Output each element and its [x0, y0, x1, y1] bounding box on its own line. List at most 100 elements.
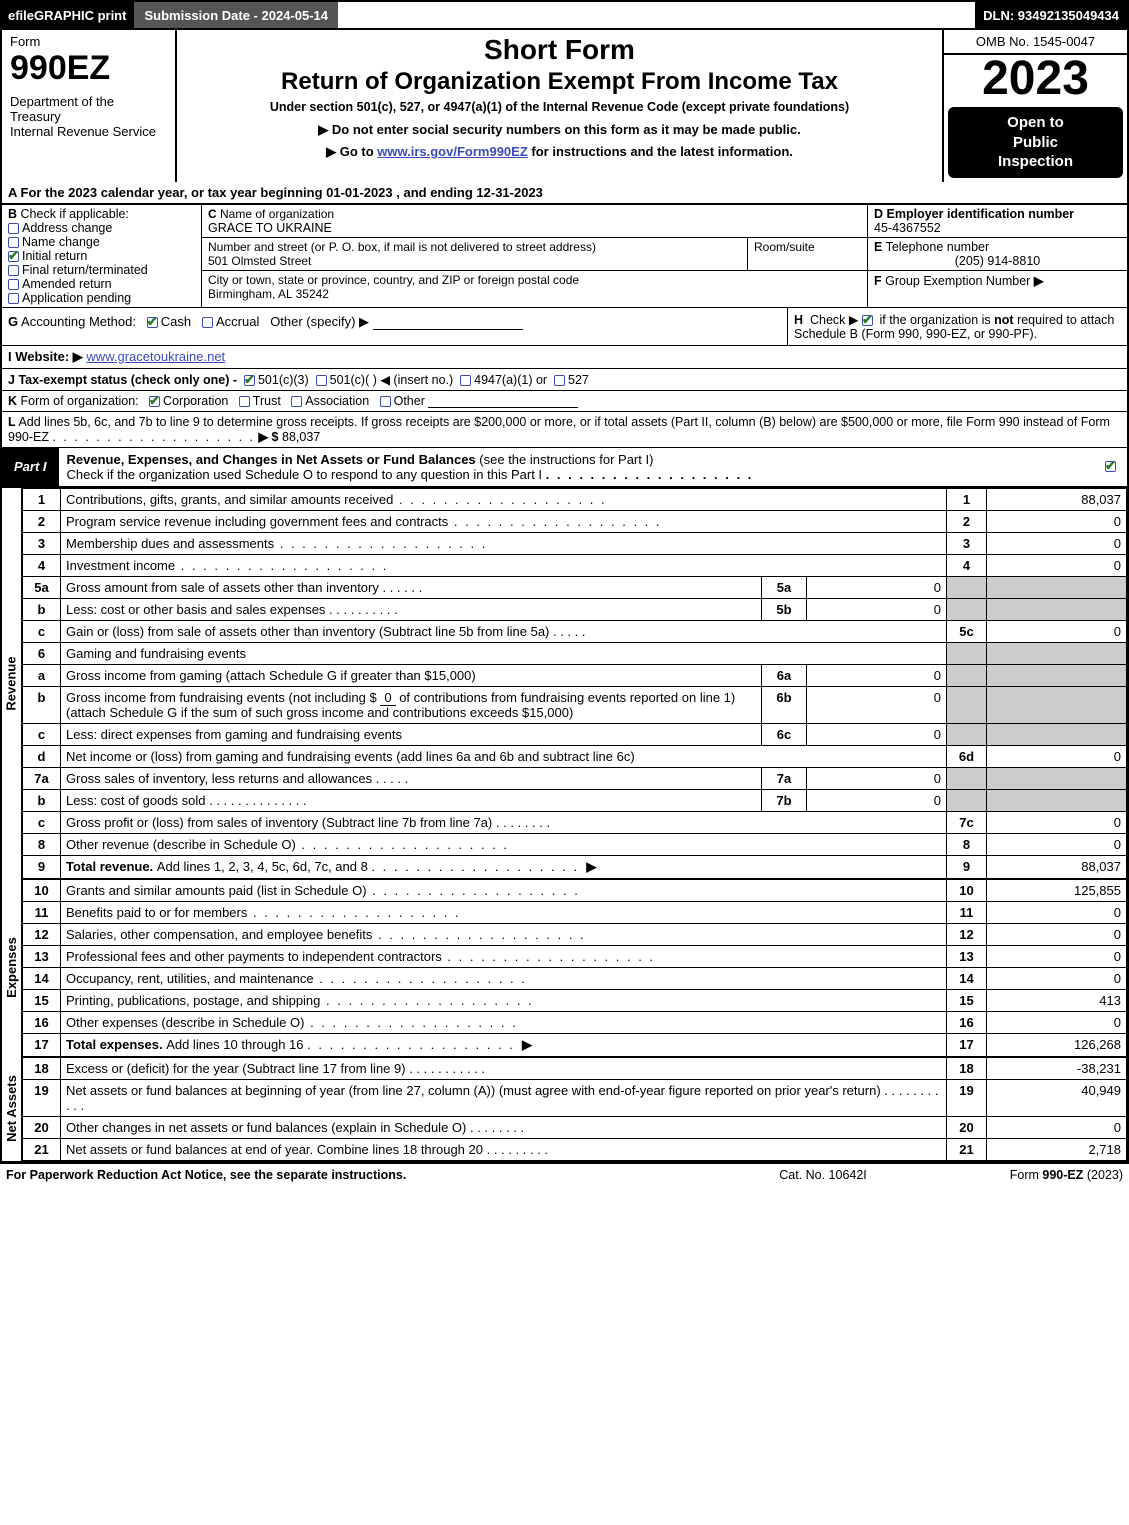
revenue-lines: 1 Contributions, gifts, grants, and simi… [22, 488, 1127, 879]
row-gh: G Accounting Method: Cash Accrual Other … [0, 307, 1129, 345]
c-label: C [208, 207, 217, 221]
line-15: 15 Printing, publications, postage, and … [23, 989, 1127, 1011]
line-5c: c Gain or (loss) from sale of assets oth… [23, 620, 1127, 642]
submission-date: Submission Date - 2024-05-14 [132, 2, 338, 28]
l-val: 88,037 [282, 430, 320, 444]
chk-corp[interactable] [149, 396, 160, 407]
l6c-shade1 [947, 723, 987, 745]
col-c: C Name of organization GRACE TO UKRAINE … [202, 205, 867, 307]
col-def: D Employer identification number 45-4367… [867, 205, 1127, 307]
j-label: J [8, 373, 15, 387]
chk-cash[interactable] [147, 317, 158, 328]
l6-n: 6 [23, 642, 61, 664]
l5b-shade2 [987, 598, 1127, 620]
l12-dots [372, 927, 585, 942]
lbl-final-return: Final return/terminated [22, 263, 148, 277]
b-checkif: Check if applicable: [21, 207, 129, 221]
chk-501c3[interactable] [244, 375, 255, 386]
l12-rn: 12 [947, 923, 987, 945]
l1-rn: 1 [947, 488, 987, 510]
chk-app-pending[interactable] [8, 293, 19, 304]
revenue-side-text: Revenue [4, 656, 19, 710]
l3-n: 3 [23, 532, 61, 554]
l6d-rn: 6d [947, 745, 987, 767]
k-text: Form of organization: [21, 394, 139, 408]
chk-527[interactable] [554, 375, 565, 386]
l7a-shade2 [987, 767, 1127, 789]
other-specify-line[interactable] [373, 316, 523, 330]
l20-rv: 0 [987, 1116, 1127, 1138]
short-form-title: Short Form [187, 34, 932, 66]
chk-501c[interactable] [316, 375, 327, 386]
l1-rv: 88,037 [987, 488, 1127, 510]
l15-rv: 413 [987, 989, 1127, 1011]
l7a-mv: 0 [807, 767, 947, 789]
lbl-initial-return: Initial return [22, 249, 87, 263]
irs-label: Internal Revenue Service [10, 124, 167, 139]
l19-t: Net assets or fund balances at beginning… [61, 1079, 947, 1116]
chk-h[interactable] [862, 315, 873, 326]
l7c-rn: 7c [947, 811, 987, 833]
chk-accrual[interactable] [202, 317, 213, 328]
netassets-side-text: Net Assets [4, 1075, 19, 1142]
l20-rn: 20 [947, 1116, 987, 1138]
l4-text: Investment income [66, 558, 175, 573]
d-ein: D Employer identification number 45-4367… [868, 205, 1127, 238]
part1-title: Revenue, Expenses, and Changes in Net As… [67, 452, 476, 467]
line-8: 8 Other revenue (describe in Schedule O)… [23, 833, 1127, 855]
chk-name-change[interactable] [8, 237, 19, 248]
l20-text: Other changes in net assets or fund bala… [66, 1120, 466, 1135]
l19-n: 19 [23, 1079, 61, 1116]
chk-address-change[interactable] [8, 223, 19, 234]
l13-n: 13 [23, 945, 61, 967]
l7b-t: Less: cost of goods sold . . . . . . . .… [61, 789, 762, 811]
h-label: H [794, 313, 803, 327]
chk-final-return[interactable] [8, 265, 19, 276]
other-org-line[interactable] [428, 394, 578, 408]
topbar: efile GRAPHIC print Submission Date - 20… [0, 0, 1129, 30]
line-14: 14 Occupancy, rent, utilities, and maint… [23, 967, 1127, 989]
chk-4947[interactable] [460, 375, 471, 386]
line-1: 1 Contributions, gifts, grants, and simi… [23, 488, 1127, 510]
l5b-mv: 0 [807, 598, 947, 620]
l5c-rv: 0 [987, 620, 1127, 642]
l20-t: Other changes in net assets or fund bala… [61, 1116, 947, 1138]
l13-rn: 13 [947, 945, 987, 967]
chk-assoc[interactable] [291, 396, 302, 407]
l3-dots [274, 536, 487, 551]
website-link[interactable]: www.gracetoukraine.net [86, 349, 225, 364]
lbl-cash: Cash [161, 314, 191, 329]
l18-rn: 18 [947, 1057, 987, 1079]
row-i-website: I Website: ▶ www.gracetoukraine.net [0, 345, 1129, 368]
l4-t: Investment income [61, 554, 947, 576]
open3: Inspection [952, 152, 1119, 172]
chk-amended[interactable] [8, 279, 19, 290]
l7b-shade2 [987, 789, 1127, 811]
i-text: Website: ▶ [15, 349, 83, 364]
street-cell: Number and street (or P. O. box, if mail… [202, 238, 747, 271]
l14-text: Occupancy, rent, utilities, and maintena… [66, 971, 314, 986]
l17-rv: 126,268 [987, 1033, 1127, 1056]
line-10: 10 Grants and similar amounts paid (list… [23, 879, 1127, 901]
goto-link[interactable]: www.irs.gov/Form990EZ [377, 144, 528, 159]
dept-treasury: Department of the Treasury [10, 94, 167, 124]
l3-text: Membership dues and assessments [66, 536, 274, 551]
l17-t: Total expenses. Add lines 10 through 16 … [61, 1033, 947, 1056]
city-lbl: City or town, state or province, country… [208, 273, 579, 287]
chk-part1-schO[interactable] [1105, 461, 1116, 472]
chk-initial-return[interactable] [8, 251, 19, 262]
form-header: Form 990EZ Department of the Treasury In… [0, 30, 1129, 182]
l5c-t: Gain or (loss) from sale of assets other… [61, 620, 947, 642]
l-arrow: ▶ $ [258, 430, 278, 444]
l11-rv: 0 [987, 901, 1127, 923]
l5a-shade2 [987, 576, 1127, 598]
l19-rn: 19 [947, 1079, 987, 1116]
l4-rv: 0 [987, 554, 1127, 576]
chk-other-org[interactable] [380, 396, 391, 407]
l18-text: Excess or (deficit) for the year (Subtra… [66, 1061, 406, 1076]
chk-trust[interactable] [239, 396, 250, 407]
row-j-tax-exempt: J Tax-exempt status (check only one) - 5… [0, 368, 1129, 390]
room-cell: Room/suite [747, 238, 867, 271]
l2-rn: 2 [947, 510, 987, 532]
street-lbl: Number and street (or P. O. box, if mail… [208, 240, 596, 254]
